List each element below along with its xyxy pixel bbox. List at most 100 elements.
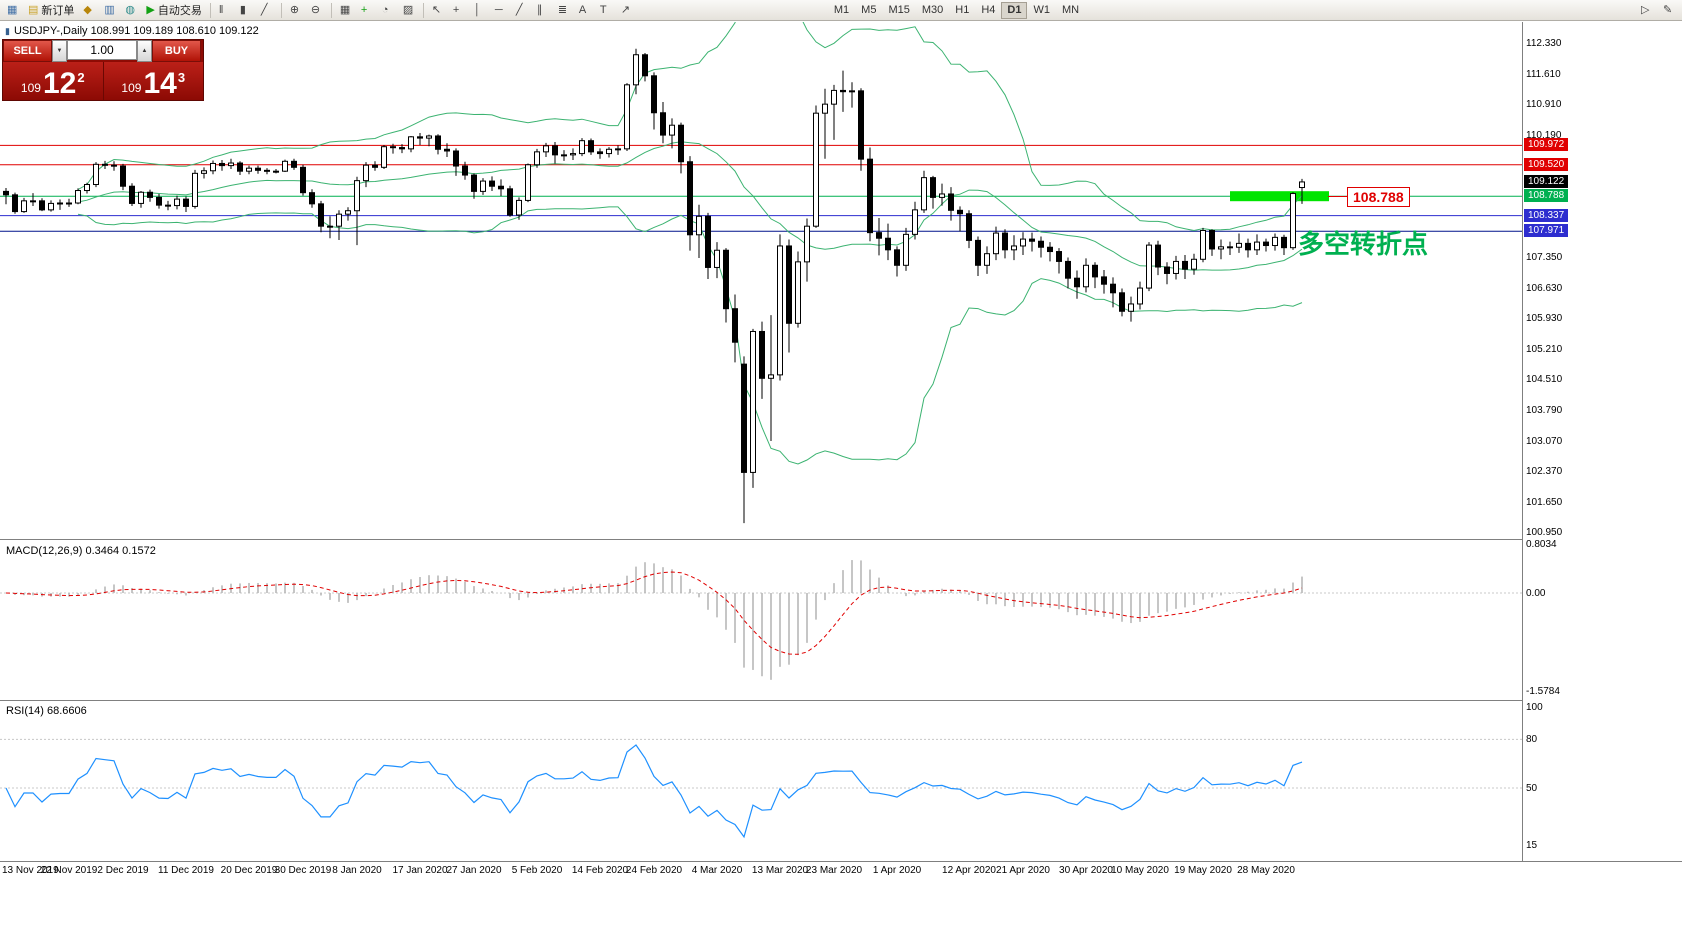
zoom-out-button[interactable]: ⊖ [307, 1, 327, 19]
channel-button[interactable]: ∥ [533, 1, 553, 19]
date-axis-label: 14 Feb 2020 [571, 865, 629, 876]
date-axis-label: 11 Dec 2019 [158, 865, 214, 876]
volume-increase-button[interactable]: ▲ [137, 40, 152, 62]
price-axis-label: 112.330 [1526, 38, 1562, 49]
crosshair-icon: + [452, 3, 460, 16]
pivot-label-connector [1328, 196, 1347, 197]
ask-price-button[interactable]: 109 14 3 [103, 62, 203, 100]
toolbar-separator [280, 2, 282, 18]
periods-button[interactable]: ◔ [378, 1, 398, 19]
templates-icon: ▨ [402, 3, 414, 16]
arrows-button[interactable]: ↗ [617, 1, 637, 19]
date-axis-label: 2 Dec 2019 [97, 865, 149, 876]
macd-axis-label: 0.8034 [1526, 539, 1557, 550]
price-axis-label: 110.190 [1526, 129, 1562, 141]
rsi-indicator-label: RSI(14) 68.6606 [6, 705, 87, 717]
data-window-button[interactable]: ◍ [121, 1, 141, 19]
volume-decrease-button[interactable]: ▼ [52, 40, 67, 62]
rsi-axis-label: 50 [1526, 783, 1538, 794]
horizontal-line-icon: ─ [494, 3, 503, 16]
market-watch-button[interactable]: ▥ [100, 1, 120, 19]
profiles-button[interactable]: ◆ [79, 1, 99, 19]
text-icon: A [578, 3, 587, 16]
crosshair-button[interactable]: + [449, 1, 469, 19]
timeframe-h1-button[interactable]: H1 [949, 2, 975, 19]
edit-button[interactable]: ✎ [1659, 1, 1679, 19]
macd-axis-label: 0.00 [1526, 588, 1546, 599]
cursor-button[interactable]: ↖ [428, 1, 448, 19]
panel-separator[interactable] [0, 539, 1682, 540]
price-axis-label: 100.950 [1526, 526, 1563, 538]
price-axis-label: 105.210 [1526, 343, 1563, 355]
rsi-axis-label: 15 [1526, 839, 1538, 851]
chart-shift-button[interactable]: ▷ [1637, 1, 1657, 19]
bar-chart-button[interactable]: ‖ [215, 1, 235, 19]
rsi-axis-label: 100 [1526, 702, 1543, 713]
label-icon: T [599, 3, 607, 16]
new-order-button[interactable]: ▤ 新订单 [24, 1, 78, 19]
macd-canvas[interactable] [0, 541, 1522, 700]
panel-separator[interactable] [0, 700, 1682, 701]
indicators-button[interactable]: + [357, 1, 377, 19]
timeframe-d1-button[interactable]: D1 [1001, 1, 1028, 19]
toolbar-separator [422, 2, 424, 18]
timeframe-mn-button[interactable]: MN [1056, 2, 1085, 19]
line-chart-button[interactable]: ╱ [257, 1, 277, 19]
tile-windows-button[interactable]: ▦ [336, 1, 356, 19]
date-axis-label: 23 Mar 2020 [805, 865, 863, 876]
timeframe-m5-button[interactable]: M5 [855, 2, 882, 19]
horizontal-line-button[interactable]: ─ [491, 1, 511, 19]
candlestick-chart-icon: ▮ [239, 3, 246, 16]
sell-button[interactable]: SELL [3, 40, 52, 62]
trendline-button[interactable]: ╱ [512, 1, 532, 19]
date-axis-label: 5 Feb 2020 [511, 865, 563, 876]
price-axis[interactable]: 112.330 111.610 110.910 110.190 109.972 109.5… [1522, 22, 1682, 861]
ask-fraction: 3 [177, 70, 186, 85]
date-axis-label: 19 May 2020 [1174, 865, 1232, 876]
templates-button[interactable]: ▨ [399, 1, 419, 19]
new-order-icon: ▤ [28, 3, 39, 16]
market-watch-icon: ▥ [104, 3, 115, 16]
candlestick-chart-button[interactable]: ▮ [236, 1, 256, 19]
fibonacci-button[interactable]: ≣ [554, 1, 574, 19]
date-axis-label: 21 Apr 2020 [996, 865, 1050, 876]
toolbar-separator [209, 2, 211, 18]
timeframe-h4-button[interactable]: H4 [975, 2, 1001, 19]
date-axis-label: 27 Jan 2020 [446, 865, 502, 876]
price-axis-label: 109.122 [1524, 174, 1569, 188]
autotrading-button[interactable]: ▶ 自动交易 [142, 1, 205, 19]
vertical-line-button[interactable]: │ [470, 1, 490, 19]
pivot-note-text: 多空转折点 [1298, 229, 1429, 259]
volume-input[interactable] [67, 40, 137, 60]
zoom-in-button[interactable]: ⊕ [286, 1, 306, 19]
label-button[interactable]: T [596, 1, 616, 19]
pivot-price-label[interactable]: 108.788 [1347, 187, 1410, 207]
timeframe-w1-button[interactable]: W1 [1027, 2, 1056, 19]
date-axis-label: 1 Apr 2020 [872, 865, 922, 876]
timeframe-m30-button[interactable]: M30 [916, 2, 949, 19]
price-axis-label: 104.510 [1526, 374, 1563, 386]
ask-big-figure: 109 [121, 81, 142, 96]
main-chart-canvas[interactable] [0, 22, 1522, 539]
price-axis-label: 105.930 [1526, 313, 1563, 324]
new-chart-button[interactable]: ▦ [3, 1, 23, 19]
text-button[interactable]: A [575, 1, 595, 19]
macd-axis-label: -1.5784 [1526, 685, 1560, 697]
bid-big-figure: 109 [20, 81, 41, 96]
bid-price-button[interactable]: 109 12 2 [3, 62, 104, 100]
price-axis-label: 110.910 [1526, 99, 1562, 111]
toolbar: ▦ ▤ 新订单 ◆ ▥ ◍ ▶ 自动交易 ‖ ▮ ╱ ⊕ ⊖ ▦ + ◔ ▨ ↖ + │ ─ ╱ ∥ ≣ A T ↗ M1 M5 M15 M… [0, 0, 1682, 21]
timeframe-m15-button[interactable]: M15 [882, 2, 915, 19]
bar-chart-icon: ‖ [218, 3, 224, 16]
date-axis-label: 10 May 2020 [1111, 865, 1169, 876]
one-click-trading-panel: SELL ▼ ▲ BUY 109 12 2 109 14 3 [2, 39, 204, 101]
new-order-button-label: 新订单 [41, 5, 75, 17]
buy-button[interactable]: BUY [152, 40, 201, 62]
rsi-canvas[interactable] [0, 702, 1522, 860]
price-axis-label: 103.070 [1526, 435, 1563, 447]
time-axis[interactable]: 13 Nov 2019 22 Nov 2019 2 Dec 2019 11 Dec 2… [0, 861, 1682, 880]
zoom-out-icon: ⊖ [310, 3, 321, 16]
timeframe-m1-button[interactable]: M1 [828, 2, 855, 19]
date-axis-label: 13 Mar 2020 [751, 865, 809, 876]
date-axis-label: 12 Apr 2020 [942, 865, 996, 876]
